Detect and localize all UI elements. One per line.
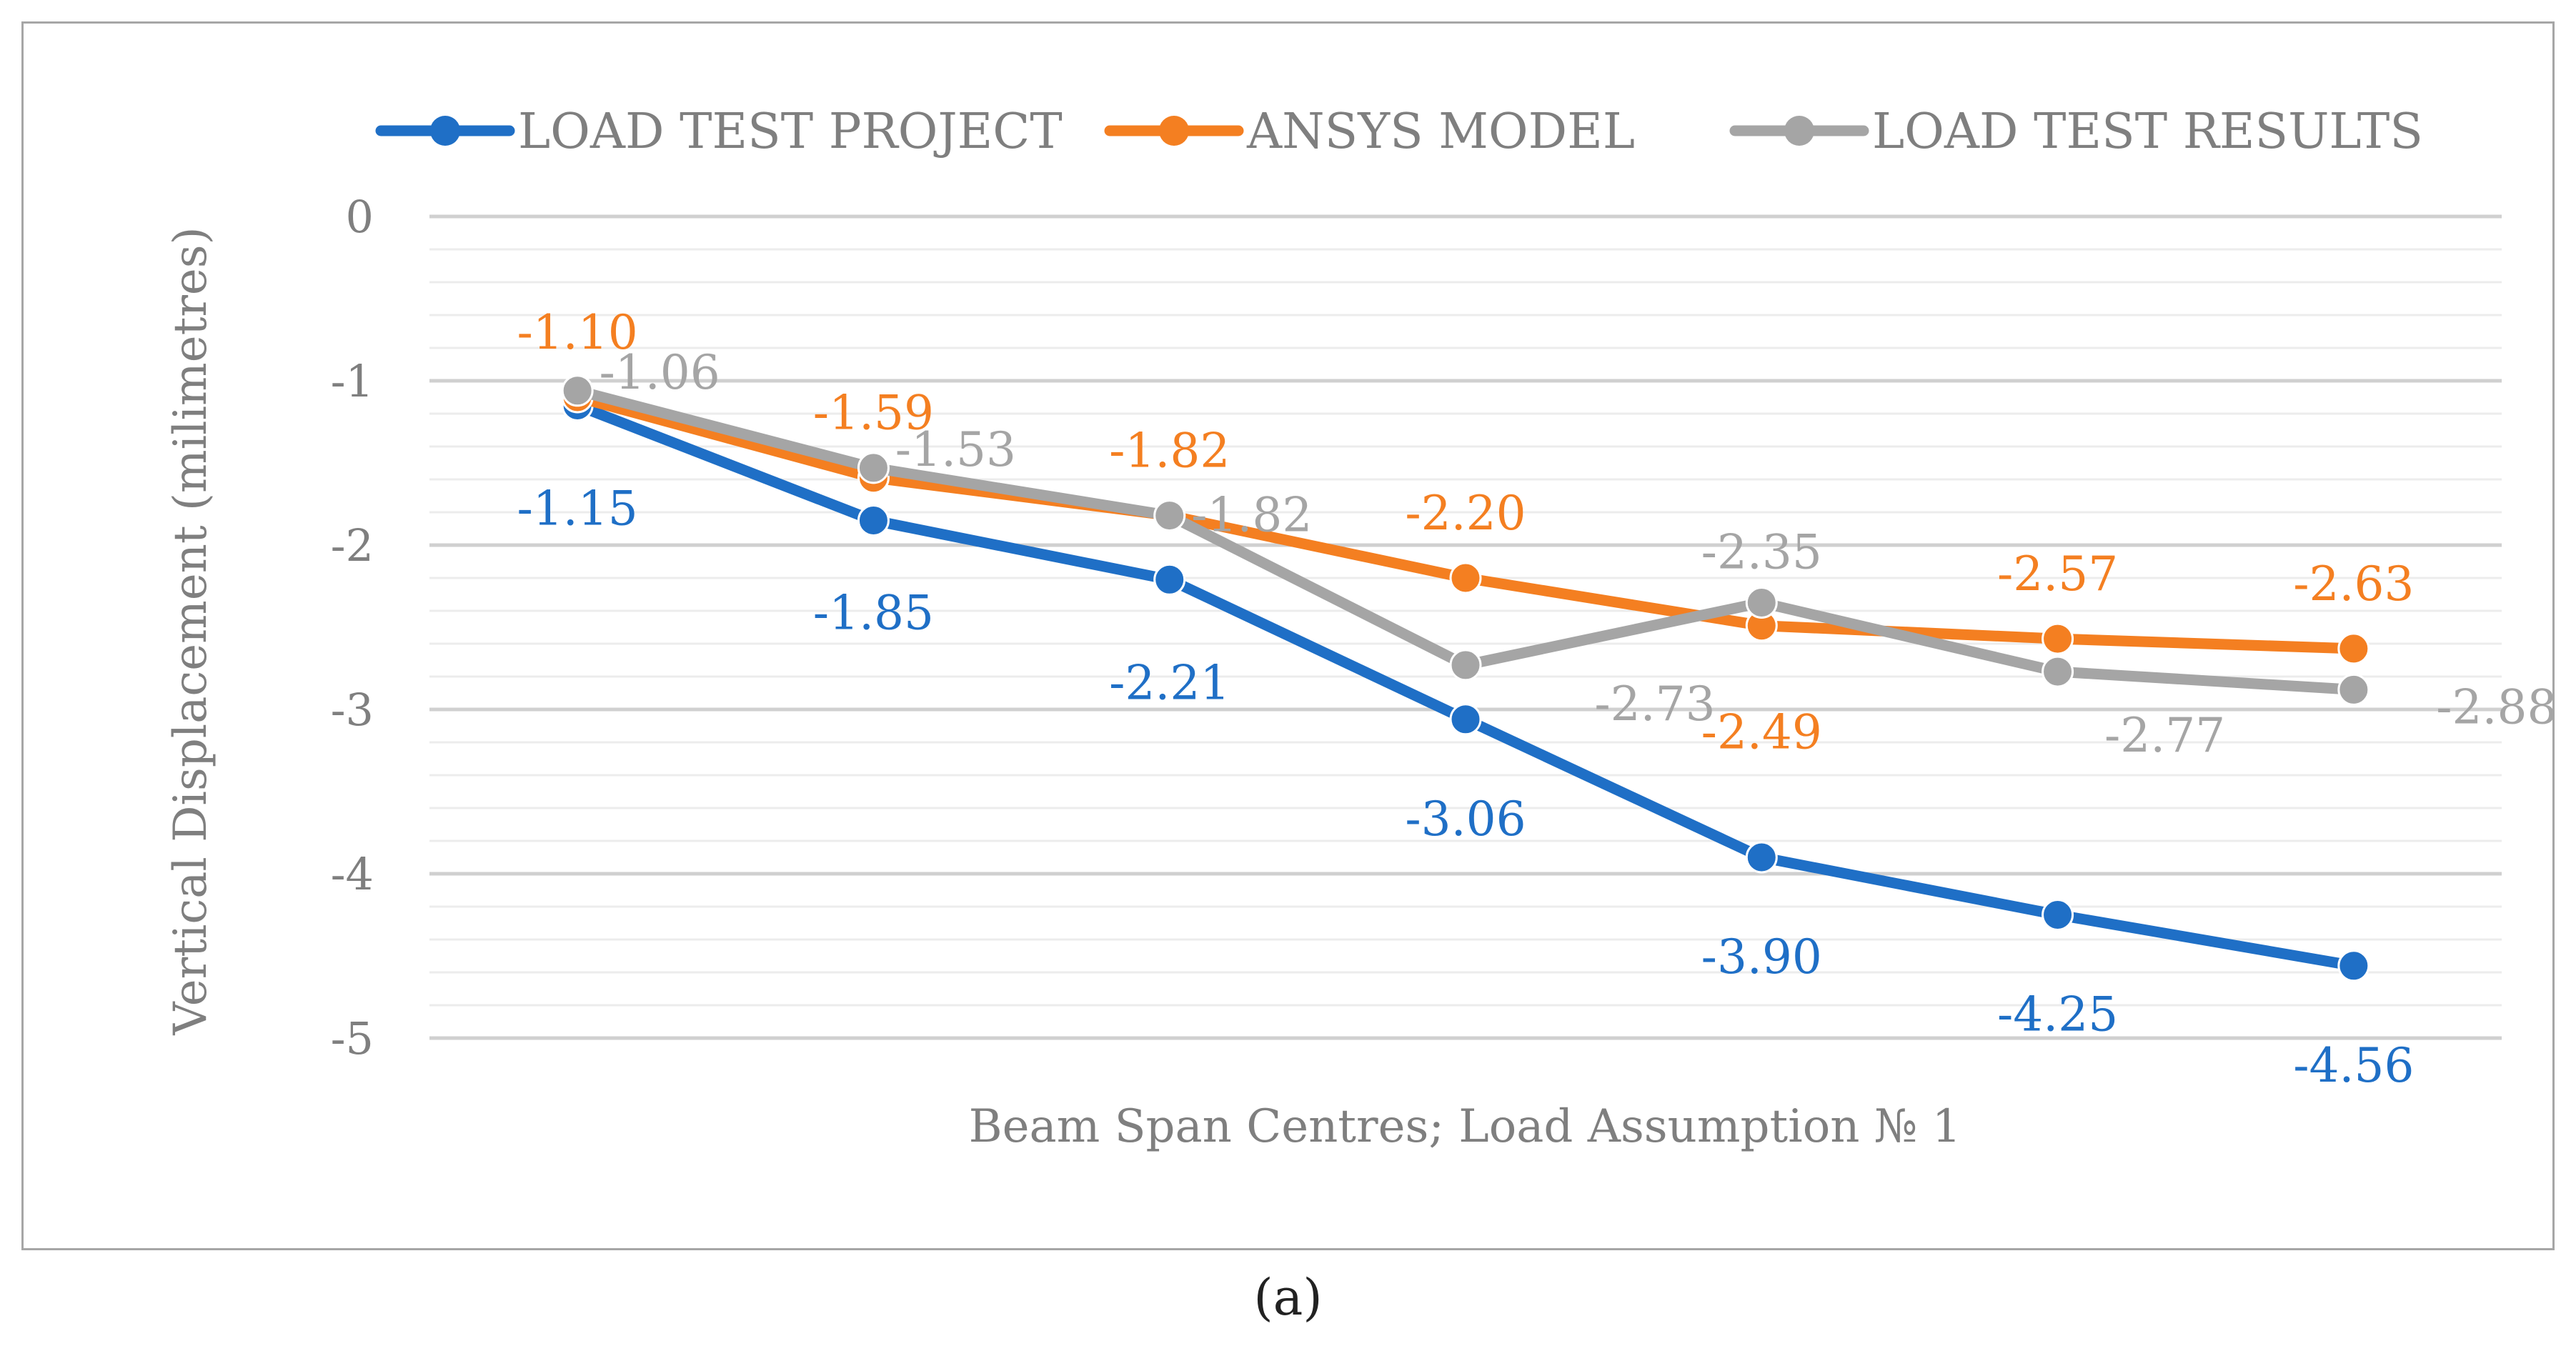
- data-label: -2.63: [2293, 557, 2414, 612]
- y-tick-label: -1: [331, 355, 374, 407]
- data-label: -4.56: [2293, 1038, 2414, 1093]
- series-2-point: [2042, 622, 2074, 655]
- data-label: -2.49: [1701, 705, 1822, 760]
- series-3-point: [1745, 587, 1778, 619]
- axis-layer: 0 -1 -2 -3 -4 -5: [331, 191, 374, 1065]
- legend-label: LOAD TEST RESULTS: [1872, 104, 2423, 160]
- series-3-point: [2337, 673, 2370, 706]
- data-label: -1.06: [600, 345, 720, 400]
- series-3-point: [1153, 499, 1186, 532]
- series-1-point: [857, 504, 890, 537]
- data-label: -1.15: [517, 482, 638, 537]
- legend-marker: [430, 116, 460, 146]
- legend-label: LOAD TEST PROJECT: [518, 104, 1063, 160]
- data-label: -2.35: [1701, 525, 1822, 580]
- data-label: -3.90: [1701, 929, 1822, 984]
- series-1-point: [2337, 949, 2370, 982]
- grid-layer: [429, 214, 2502, 1040]
- x-axis-title: Beam Span Centres; Load Assumption № 1: [969, 1100, 1961, 1153]
- series-layer: [561, 374, 2370, 982]
- legend-label: ANSYS MODEL: [1246, 104, 1635, 160]
- legend-marker: [1159, 116, 1189, 146]
- y-axis-title: Vertical Displacement (milimetres): [164, 226, 217, 1035]
- series-3-point: [2042, 655, 2074, 688]
- series-2-point: [1449, 562, 1482, 594]
- data-label: -3.06: [1405, 792, 1526, 847]
- data-label: -1.82: [1191, 488, 1312, 543]
- series-1-point: [1449, 703, 1482, 736]
- series-2-point: [2337, 632, 2370, 665]
- y-tick-label: -5: [331, 1012, 374, 1065]
- data-label: -2.20: [1405, 486, 1526, 541]
- y-tick-label: -2: [331, 519, 374, 572]
- data-label: -2.73: [1594, 677, 1715, 732]
- legend: LOAD TEST PROJECT ANSYS MODEL LOAD TEST RE…: [375, 104, 2423, 160]
- data-label: -1.10: [517, 305, 638, 360]
- legend-marker: [1784, 116, 1814, 146]
- data-label: -1.85: [813, 586, 934, 641]
- series-1-point: [1745, 841, 1778, 874]
- figure-caption: (a): [1253, 1268, 1323, 1327]
- chart-frame: 0 -1 -2 -3 -4 -5 -1.15 -1.85 -2.21 -3.06 -3.90 -4.…: [21, 21, 2557, 1250]
- y-tick-label: -4: [331, 848, 374, 900]
- data-label: -1.82: [1109, 424, 1230, 479]
- series-1-point: [1153, 563, 1186, 596]
- data-label: -2.21: [1109, 655, 1230, 710]
- data-label-layer: -1.15 -1.85 -2.21 -3.06 -3.90 -4.25 -4.56 -1.10…: [517, 305, 2557, 1093]
- data-label: -2.57: [1997, 547, 2118, 602]
- data-label: -1.53: [895, 422, 1016, 477]
- y-tick-label: 0: [346, 191, 374, 243]
- y-tick-label: -3: [331, 684, 374, 736]
- series-1-point: [2042, 899, 2074, 931]
- data-label: -2.77: [2104, 708, 2225, 763]
- series-3-point: [1449, 649, 1482, 682]
- data-label: -2.88: [2436, 679, 2557, 734]
- data-label: -1.59: [813, 386, 934, 441]
- line-chart: 0 -1 -2 -3 -4 -5 -1.15 -1.85 -2.21 -3.06 -3.90 -4.…: [164, 104, 2557, 1153]
- series-3-point: [857, 452, 890, 484]
- data-label: -4.25: [1997, 987, 2118, 1042]
- series-3-point: [561, 374, 594, 407]
